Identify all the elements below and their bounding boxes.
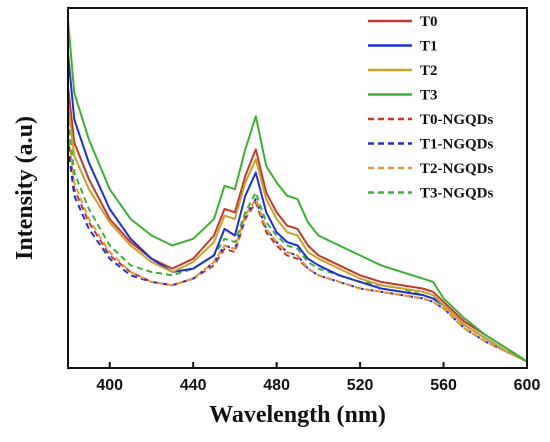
legend-item-t2: T2 bbox=[368, 63, 438, 79]
series-line-t1-ngqds bbox=[68, 145, 527, 363]
legend-item-t1: T1 bbox=[368, 39, 438, 55]
legend-item-t0-ngqds: T0-NGQDs bbox=[368, 112, 494, 128]
legend-label: T0-NGQDs bbox=[420, 112, 494, 128]
series-line-t2-ngqds bbox=[68, 129, 527, 363]
series-line-t1 bbox=[68, 53, 527, 363]
series-line-t2 bbox=[68, 102, 527, 363]
x-axis-title: Wavelength (nm) bbox=[209, 402, 386, 428]
legend-label: T3-NGQDs bbox=[420, 186, 494, 202]
legend-label: T1-NGQDs bbox=[420, 137, 494, 153]
x-tick-label: 400 bbox=[96, 377, 123, 394]
series-line-t3 bbox=[68, 20, 527, 363]
legend-item-t0: T0 bbox=[368, 14, 438, 30]
x-tick-label: 520 bbox=[347, 377, 374, 394]
legend-label: T0 bbox=[420, 14, 438, 30]
x-axis-ticks: 400 440 480 520 560 600 bbox=[96, 362, 540, 394]
y-axis-title: Intensity (a.u) bbox=[12, 116, 38, 260]
x-tick-label: 440 bbox=[180, 377, 207, 394]
x-tick-label: 480 bbox=[263, 377, 290, 394]
legend-label: T1 bbox=[420, 39, 438, 55]
legend-item-t2-ngqds: T2-NGQDs bbox=[368, 161, 494, 177]
legend-label: T3 bbox=[420, 88, 438, 104]
legend-label: T2-NGQDs bbox=[420, 161, 494, 177]
legend-item-t1-ngqds: T1-NGQDs bbox=[368, 137, 494, 153]
series-line-t3-ngqds bbox=[68, 119, 527, 363]
plot-area bbox=[68, 20, 527, 363]
plot-frame bbox=[67, 7, 528, 369]
legend: T0 T1 T2 T3 T0-NGQDs T1-NGQDs T2-NGQDs T3-NGQDs bbox=[368, 14, 494, 202]
legend-item-t3: T3 bbox=[368, 88, 438, 104]
legend-item-t3-ngqds: T3-NGQDs bbox=[368, 186, 494, 202]
legend-label: T2 bbox=[420, 63, 438, 79]
x-tick-label: 560 bbox=[430, 377, 457, 394]
x-tick-label: 600 bbox=[514, 377, 541, 394]
